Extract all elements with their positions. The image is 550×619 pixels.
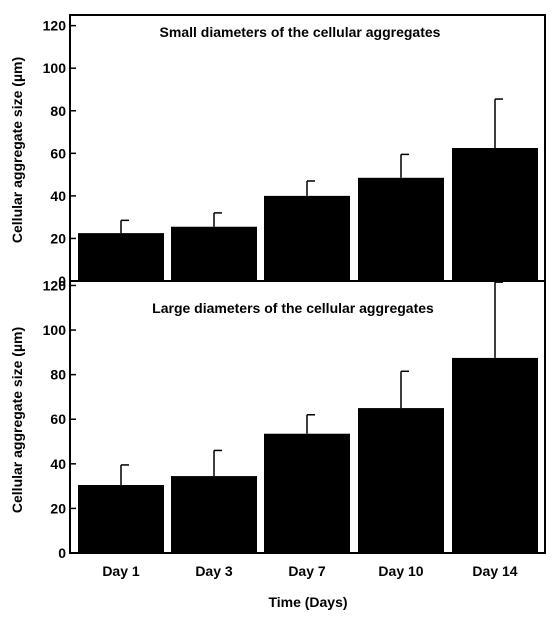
bar-day-10	[358, 177, 444, 281]
y-tick-label: 100	[43, 60, 67, 76]
y-tick-label: 100	[43, 322, 67, 338]
y-tick-label: 20	[50, 230, 66, 246]
y-tick-label: 120	[43, 277, 67, 293]
bar-day-7	[264, 195, 350, 281]
x-axis-categories: Day 1 Day 3 Day 7 Day 10 Day 14	[102, 547, 518, 579]
bar-day-3	[171, 476, 257, 553]
bars	[78, 357, 538, 553]
chart-title: Small diameters of the cellular aggregat…	[160, 24, 441, 40]
y-tick-label: 120	[43, 18, 67, 34]
y-axis-label: Cellular aggregate size (µm)	[9, 57, 25, 243]
y-tick-label: 80	[50, 367, 66, 383]
y-tick-label: 40	[50, 188, 66, 204]
bar-day-1	[78, 233, 164, 281]
y-tick-label: 40	[50, 456, 66, 472]
error-bars	[120, 281, 503, 485]
x-tick-label: Day 3	[195, 563, 233, 579]
y-axis-label: Cellular aggregate size (µm)	[9, 327, 25, 513]
chart-panel-large: Large diameters of the cellular aggregat…	[9, 277, 546, 610]
y-tick-label: 0	[58, 545, 66, 561]
bars	[78, 148, 538, 281]
bar-day-1	[78, 485, 164, 553]
y-tick-label: 80	[50, 103, 66, 119]
bar-day-14	[452, 148, 538, 281]
bar-day-10	[358, 408, 444, 553]
x-tick-label: Day 1	[102, 563, 140, 579]
y-axis-ticks: 0 20 40 60 80 100 120	[43, 277, 76, 561]
bar-day-7	[264, 433, 350, 553]
y-axis-ticks: 0 20 40 60 80 100 120	[43, 18, 76, 289]
x-tick-label: Day 7	[288, 563, 326, 579]
y-tick-label: 60	[50, 145, 66, 161]
y-tick-label: 20	[50, 500, 66, 516]
x-axis-label: Time (Days)	[268, 594, 347, 610]
bar-day-3	[171, 226, 257, 281]
y-tick-label: 0	[58, 273, 66, 289]
x-tick-label: Day 14	[472, 563, 517, 579]
y-tick-label: 60	[50, 411, 66, 427]
bar-day-14	[452, 357, 538, 553]
chart-panel-small: Small diameters of the cellular aggregat…	[9, 14, 546, 289]
chart-title: Large diameters of the cellular aggregat…	[152, 300, 434, 316]
x-tick-label: Day 10	[378, 563, 423, 579]
error-bars	[120, 98, 503, 234]
